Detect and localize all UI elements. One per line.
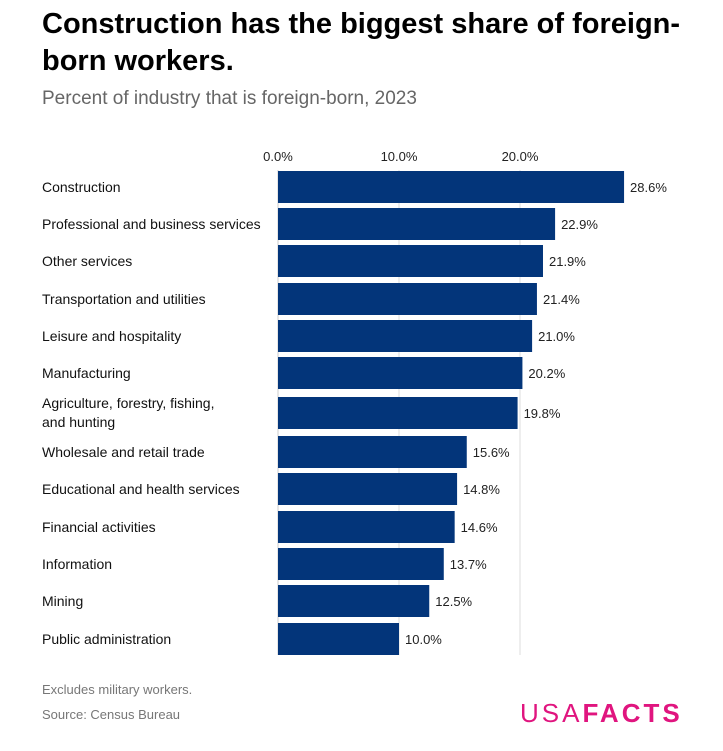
category-label: Mining [42,593,83,609]
category-label: Transportation and utilities [42,291,206,307]
data-label: 12.5% [435,594,472,609]
data-label: 28.6% [630,180,667,195]
bar [278,357,523,389]
bar [278,320,533,352]
chart-subtitle: Percent of industry that is foreign-born… [42,88,417,109]
bar-chart: 0.0% 10.0% 20.0% 28.6% Construction 22.9% Prof… [42,149,667,655]
usafacts-logo: USAFACTS [520,698,683,728]
category-label: Leisure and hospitality [42,328,181,344]
x-tick-label: 10.0% [381,149,418,164]
bar [278,511,455,543]
data-label: 21.0% [538,329,575,344]
bar [278,623,399,655]
category-label: Financial activities [42,519,156,535]
category-label: Agriculture, forestry, fishing, and hunti… [42,395,214,430]
data-label: 19.8% [524,406,561,421]
category-label: Wholesale and retail trade [42,444,205,460]
category-label: Manufacturing [42,365,131,381]
category-label: Information [42,556,112,572]
chart-title: Construction has the biggest share of fo… [42,8,681,77]
x-tick-label: 0.0% [263,149,293,164]
category-label: Educational and health services [42,481,240,497]
category-label: Public administration [42,631,171,647]
bar [278,585,430,617]
data-label: 13.7% [450,557,487,572]
bar [278,436,467,468]
x-tick-label: 20.0% [502,149,539,164]
data-label: 22.9% [561,217,598,232]
source-note: Source: Census Bureau [42,707,181,722]
bar [278,548,444,580]
data-label: 15.6% [473,445,510,460]
category-label: Other services [42,253,132,269]
data-label: 21.9% [549,254,586,269]
bar [278,283,537,315]
bar [278,397,518,429]
bar [278,171,625,203]
data-label: 14.8% [463,482,500,497]
category-label: Construction [42,179,121,195]
data-label: 10.0% [405,632,442,647]
data-label: 21.4% [543,292,580,307]
bar [278,208,556,240]
bar [278,473,458,505]
bar [278,245,543,277]
category-label: Professional and business services [42,216,261,232]
data-label: 14.6% [461,520,498,535]
footnote: Excludes military workers. [42,682,193,697]
data-label: 20.2% [528,366,565,381]
